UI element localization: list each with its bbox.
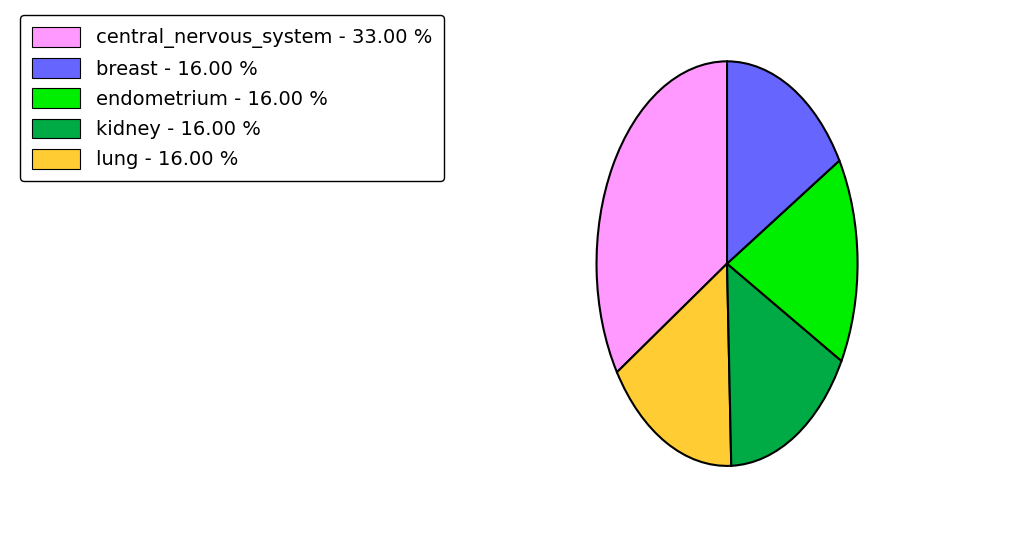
Wedge shape — [727, 160, 857, 361]
Wedge shape — [727, 264, 842, 466]
Wedge shape — [597, 61, 727, 372]
Legend: central_nervous_system - 33.00 %, breast - 16.00 %, endometrium - 16.00 %, kidne: central_nervous_system - 33.00 %, breast… — [19, 15, 443, 181]
Wedge shape — [616, 264, 731, 466]
Wedge shape — [727, 61, 840, 264]
